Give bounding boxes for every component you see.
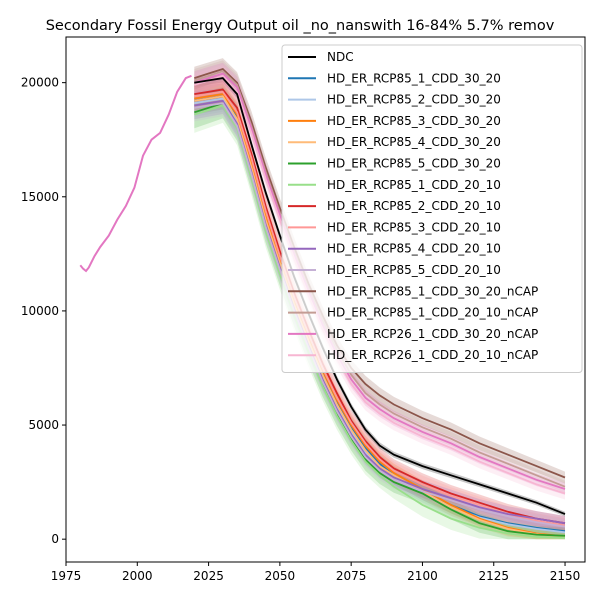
legend-label-9: HD_ER_RCP85_4_CDD_20_10 xyxy=(327,242,501,256)
historical-line xyxy=(79,74,192,273)
y-axis-ticks: 0 5000 10000 15000 20000 xyxy=(21,76,66,546)
legend-label-7: HD_ER_RCP85_2_CDD_20_10 xyxy=(327,199,501,213)
series-line-0 xyxy=(194,77,566,515)
legend-label-3: HD_ER_RCP85_3_CDD_30_20 xyxy=(327,114,501,128)
legend-label-13: HD_ER_RCP26_1_CDD_30_20_nCAP xyxy=(327,327,538,341)
legend-label-10: HD_ER_RCP85_5_CDD_20_10 xyxy=(327,263,501,277)
legend-label-1: HD_ER_RCP85_1_CDD_30_20 xyxy=(327,71,501,85)
x-tick-label-6: 2125 xyxy=(478,569,509,583)
legend-label-14: HD_ER_RCP26_1_CDD_20_10_nCAP xyxy=(327,348,538,362)
legend-label-11: HD_ER_RCP85_1_CDD_30_20_nCAP xyxy=(327,284,538,298)
y-tick-label-0: 0 xyxy=(51,532,59,546)
legend-label-0: NDC xyxy=(327,50,354,64)
series-line-4 xyxy=(194,95,566,538)
series-line-7 xyxy=(194,88,566,525)
band-12 xyxy=(194,60,566,493)
y-tick-label-4: 20000 xyxy=(21,76,59,90)
x-tick-label-2: 2025 xyxy=(193,569,224,583)
series-line-3 xyxy=(194,93,566,538)
band-6 xyxy=(194,88,566,540)
series-lines xyxy=(79,67,566,539)
y-tick-label-3: 15000 xyxy=(21,190,59,204)
legend-box xyxy=(281,44,583,373)
x-tick-label-5: 2100 xyxy=(407,569,438,583)
x-tick-label-0: 1975 xyxy=(51,569,82,583)
legend: NDC HD_ER_RCP85_1_CDD_30_20 HD_ER_RCP85_2_… xyxy=(281,44,583,373)
chart-title: Secondary Fossil Energy Output oil _no_n… xyxy=(46,18,555,34)
legend-label-12: HD_ER_RCP85_1_CDD_20_10_nCAP xyxy=(327,306,538,320)
legend-label-8: HD_ER_RCP85_3_CDD_20_10 xyxy=(327,220,501,234)
series-line-8 xyxy=(194,90,566,527)
legend-label-4: HD_ER_RCP85_4_CDD_30_20 xyxy=(327,135,501,149)
legend-label-2: HD_ER_RCP85_2_CDD_30_20 xyxy=(327,93,501,107)
x-tick-label-4: 2075 xyxy=(336,569,367,583)
legend-label-6: HD_ER_RCP85_1_CDD_20_10 xyxy=(327,178,501,192)
axes-frame xyxy=(65,36,586,563)
x-tick-label-1: 2000 xyxy=(122,569,153,583)
y-tick-label-1: 5000 xyxy=(28,418,59,432)
x-axis-ticks: 1975 2000 2025 2050 2075 2100 2125 2150 xyxy=(51,562,581,583)
x-tick-label-3: 2050 xyxy=(265,569,296,583)
y-tick-label-2: 10000 xyxy=(21,304,59,318)
series-line-10 xyxy=(194,102,566,528)
legend-label-5: HD_ER_RCP85_5_CDD_30_20 xyxy=(327,157,501,171)
band-11 xyxy=(194,58,566,484)
x-tick-label-7: 2150 xyxy=(550,569,581,583)
